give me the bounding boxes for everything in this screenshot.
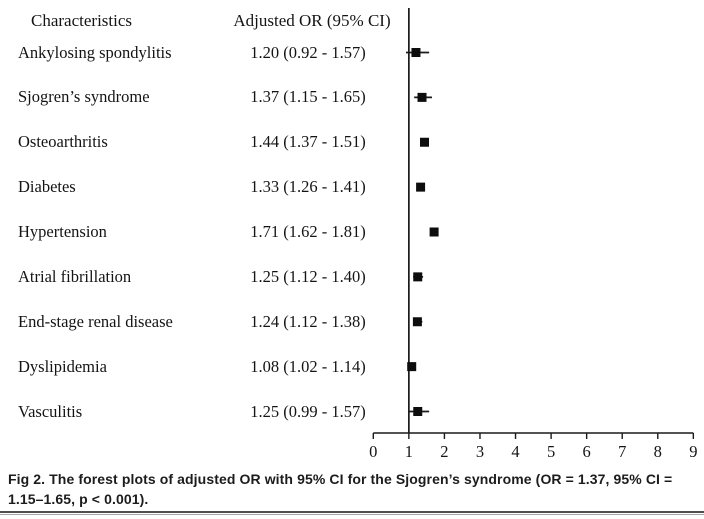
x-axis-tick-label: 1 bbox=[405, 442, 413, 461]
or-marker bbox=[407, 362, 417, 372]
row-label: Vasculitis bbox=[18, 401, 83, 421]
row-label: Osteoarthritis bbox=[18, 132, 108, 152]
x-axis-tick-label: 4 bbox=[511, 442, 519, 461]
row-or-value: 1.24 (1.12 - 1.38) bbox=[250, 311, 366, 331]
row-label: Diabetes bbox=[18, 177, 76, 197]
forest-plot-canvas: 0 1 2 3 4 5 6 7 8 9 bbox=[369, 8, 697, 461]
row-or-value: 1.20 (0.92 - 1.57) bbox=[250, 42, 366, 62]
row-or-value: 1.44 (1.37 - 1.51) bbox=[250, 132, 366, 152]
row-label: Atrial fibrillation bbox=[18, 266, 132, 286]
bottom-divider-shadow bbox=[0, 514, 704, 515]
row-or-value: 1.25 (1.12 - 1.40) bbox=[250, 266, 366, 286]
row-label: End-stage renal disease bbox=[18, 311, 173, 331]
x-axis-tick-label: 6 bbox=[583, 442, 591, 461]
x-axis-tick-label: 8 bbox=[654, 442, 662, 461]
or-marker bbox=[417, 92, 427, 102]
bottom-divider bbox=[0, 511, 704, 513]
characteristics-column-header: Characteristics bbox=[31, 11, 133, 30]
or-marker bbox=[412, 317, 422, 327]
x-axis-tick-label: 2 bbox=[440, 442, 448, 461]
x-axis-tick-label: 5 bbox=[547, 442, 555, 461]
row-or-value: 1.08 (1.02 - 1.14) bbox=[250, 356, 366, 376]
row-or-value: 1.37 (1.15 - 1.65) bbox=[250, 87, 366, 107]
row-or-value: 1.71 (1.62 - 1.81) bbox=[250, 222, 366, 241]
or-marker bbox=[411, 48, 421, 57]
or-marker bbox=[420, 137, 430, 147]
or-marker bbox=[413, 272, 423, 282]
x-axis-tick-label: 3 bbox=[476, 442, 484, 461]
row-or-value: 1.33 (1.26 - 1.41) bbox=[250, 177, 366, 197]
figure-caption: Fig 2. The forest plots of adjusted OR w… bbox=[8, 471, 673, 507]
x-axis-tick-label: 9 bbox=[689, 442, 697, 461]
or-marker bbox=[416, 182, 426, 192]
row-label: Hypertension bbox=[18, 222, 107, 241]
or-marker bbox=[429, 227, 439, 237]
x-axis-tick-label: 7 bbox=[618, 442, 626, 461]
x-axis-tick-label: 0 bbox=[369, 442, 377, 461]
adjusted-or-column-header: Adjusted OR (95% CI) bbox=[233, 11, 391, 30]
or-marker bbox=[413, 407, 423, 416]
row-label: Sjogren’s syndrome bbox=[18, 87, 150, 107]
row-label: Ankylosing spondylitis bbox=[18, 42, 172, 62]
row-or-value: 1.25 (0.99 - 1.57) bbox=[250, 401, 366, 421]
row-label: Dyslipidemia bbox=[18, 356, 107, 376]
